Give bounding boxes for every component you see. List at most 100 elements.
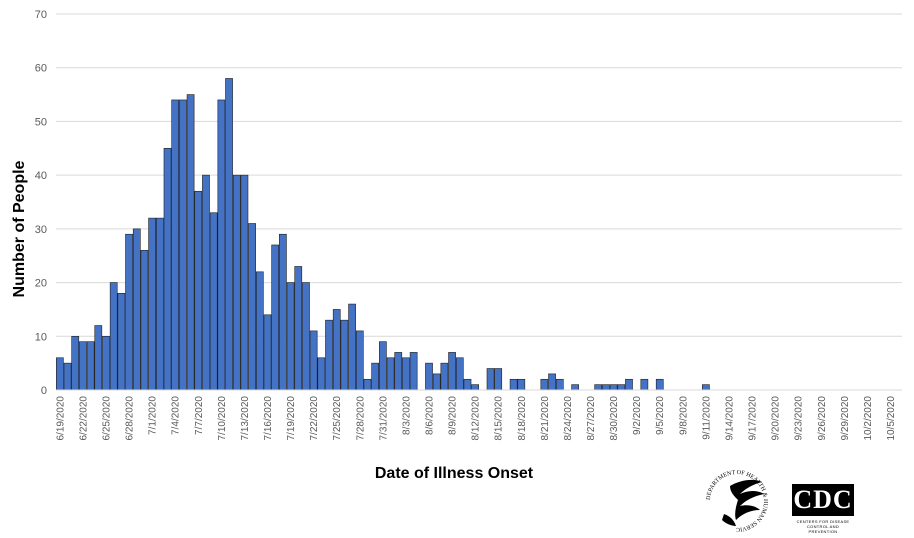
bar [394, 352, 403, 391]
x-tick-label: 8/24/2020 [563, 396, 574, 441]
bar [371, 362, 380, 391]
bar [102, 335, 110, 391]
x-tick-label: 8/12/2020 [471, 396, 482, 441]
bar [194, 190, 203, 391]
y-tick-label: 0 [41, 385, 47, 397]
bar [263, 314, 272, 391]
eagle-icon [722, 479, 764, 526]
x-tick-label: 7/1/2020 [148, 396, 159, 435]
bar [348, 303, 356, 391]
bar [79, 341, 87, 391]
bar [509, 378, 518, 391]
bar [255, 271, 264, 391]
x-tick-label: 9/29/2020 [840, 396, 851, 441]
bar [286, 282, 295, 391]
bar [302, 282, 310, 391]
x-tick-label: 7/4/2020 [171, 396, 182, 435]
x-tick-label: 6/22/2020 [78, 396, 89, 441]
bar [86, 341, 95, 391]
y-axis-title: Number of People [11, 160, 28, 297]
bar [271, 244, 280, 391]
cdc-logo-mark: CDC [792, 484, 854, 516]
bar [140, 250, 149, 391]
y-tick-label: 40 [35, 170, 47, 182]
bar [471, 384, 479, 391]
x-tick-label: 8/6/2020 [425, 396, 436, 435]
x-tick-label: 10/5/2020 [886, 396, 897, 441]
bar [294, 266, 303, 391]
x-tick-label: 9/2/2020 [632, 396, 643, 435]
cdc-logo-text: CENTERS FOR DISEASE CONTROL AND PREVENTI… [796, 519, 850, 534]
bar [409, 352, 418, 391]
y-tick-label: 60 [35, 63, 47, 75]
bar [332, 309, 341, 391]
bar [517, 378, 526, 391]
bar [117, 293, 126, 391]
x-tick-label: 8/30/2020 [609, 396, 620, 441]
bar [340, 319, 349, 391]
x-tick-label: 7/25/2020 [332, 396, 343, 441]
x-tick-label: 9/20/2020 [771, 396, 782, 441]
bar [225, 78, 233, 391]
y-tick-label: 50 [35, 116, 47, 128]
x-tick-label: 9/11/2020 [701, 396, 712, 440]
hhs-logo: DEPARTMENT OF HEALTH & HUMAN SERVICES US… [700, 464, 768, 532]
x-tick-label: 8/15/2020 [494, 396, 505, 441]
bar [609, 384, 618, 391]
bar [655, 378, 664, 391]
y-tick-label: 70 [35, 9, 47, 21]
bar [325, 319, 333, 391]
bar [386, 357, 395, 391]
y-axis-tick-labels: 0 10 20 30 40 50 60 70 [35, 9, 47, 397]
bar [463, 378, 472, 391]
x-tick-label: 7/19/2020 [286, 396, 297, 441]
x-axis-title: Date of Illness Onset [375, 465, 534, 482]
bar [455, 357, 464, 391]
x-tick-label: 9/5/2020 [655, 396, 666, 435]
bar [486, 368, 495, 391]
bar [63, 362, 72, 391]
bar [109, 282, 118, 391]
x-tick-label: 8/18/2020 [517, 396, 528, 441]
bar [279, 233, 287, 391]
x-tick-label: 7/22/2020 [309, 396, 320, 441]
bar [202, 174, 210, 391]
y-tick-label: 20 [35, 278, 47, 290]
bar [540, 378, 549, 391]
bar [640, 378, 649, 391]
bar [432, 373, 441, 391]
bar [309, 330, 318, 391]
bar [555, 378, 564, 391]
bar [363, 378, 372, 391]
x-tick-label: 8/9/2020 [448, 396, 459, 435]
x-tick-label: 8/21/2020 [540, 396, 551, 441]
x-tick-label: 6/28/2020 [125, 396, 136, 441]
x-tick-label: 9/8/2020 [678, 396, 689, 435]
bar [209, 212, 218, 391]
x-tick-label: 9/14/2020 [724, 396, 735, 441]
bar [71, 335, 80, 391]
bar [571, 384, 579, 391]
y-tick-label: 30 [35, 224, 47, 236]
bar [625, 378, 633, 391]
bars [56, 78, 710, 391]
x-tick-label: 6/19/2020 [55, 396, 66, 441]
x-tick-label: 9/26/2020 [817, 396, 828, 441]
bar [494, 368, 503, 391]
bar [448, 352, 456, 391]
bar [56, 357, 64, 391]
bar [155, 217, 164, 391]
bar [125, 233, 133, 391]
x-tick-label: 9/17/2020 [748, 396, 759, 441]
x-tick-label: 7/28/2020 [355, 396, 366, 441]
bar [186, 94, 195, 391]
bar [355, 330, 364, 391]
y-tick-label: 10 [35, 331, 47, 343]
bar [617, 384, 626, 391]
bar [602, 384, 610, 391]
bar [94, 325, 103, 391]
bar [425, 362, 433, 391]
bar [548, 373, 556, 391]
x-tick-label: 7/10/2020 [217, 396, 228, 441]
